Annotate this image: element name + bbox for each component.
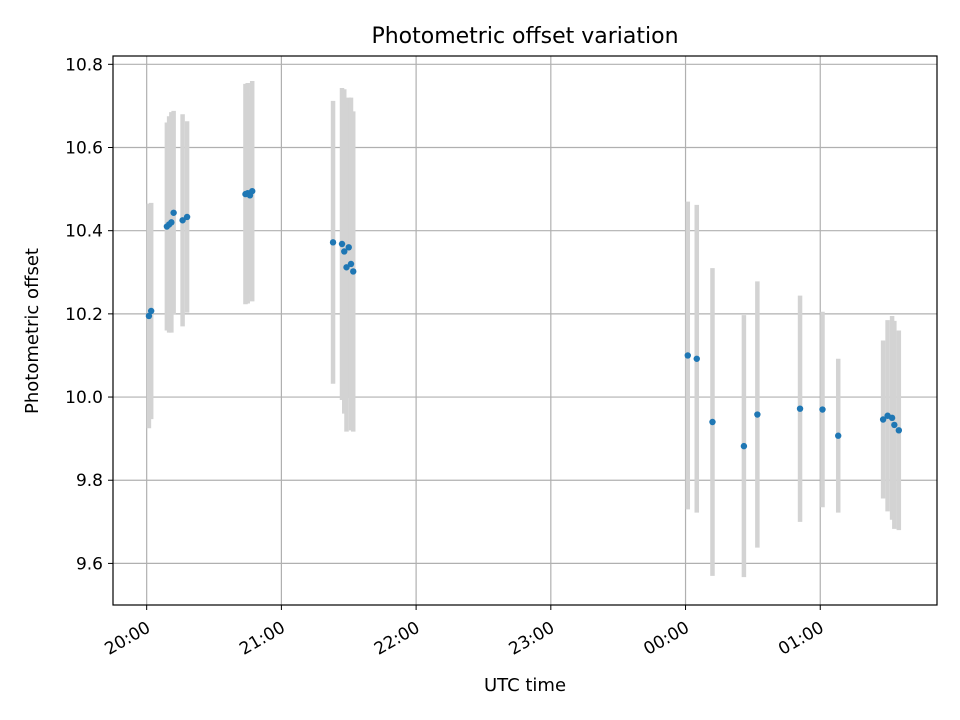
y-tick-label: 10.2 [65, 305, 103, 325]
data-point [343, 264, 350, 271]
data-point [684, 352, 691, 359]
y-tick-label: 9.6 [76, 554, 103, 574]
data-point [891, 421, 898, 429]
data-point [754, 411, 761, 418]
y-tick-label: 9.8 [76, 471, 103, 491]
chart-title: Photometric offset variation [371, 24, 678, 49]
data-point [168, 219, 175, 226]
data-point [835, 432, 842, 439]
y-tick-label: 10.4 [65, 222, 103, 242]
y-tick-label: 10.0 [65, 388, 103, 408]
y-axis-label: Photometric offset [22, 248, 43, 414]
data-point [249, 187, 256, 195]
data-point [740, 442, 748, 450]
data-point [888, 414, 896, 422]
data-point [693, 355, 700, 362]
plot-frame [112, 55, 938, 606]
data-point [147, 307, 155, 315]
y-axis-ticks: 9.6 9.8 10.0 10.2 10.4 10.6 10.8 [65, 55, 113, 574]
data-point [819, 406, 826, 413]
data-points [145, 187, 903, 450]
data-point [345, 244, 352, 251]
data-point [179, 217, 186, 224]
data-point [183, 213, 191, 221]
data-point [879, 416, 887, 423]
y-tick-label: 10.6 [65, 139, 103, 159]
data-point [895, 427, 903, 434]
data-point [338, 240, 346, 248]
data-point [347, 260, 355, 268]
data-point [341, 248, 348, 255]
data-point [350, 268, 357, 275]
data-point [170, 209, 177, 216]
x-axis-label: UTC time [484, 675, 566, 696]
data-point [329, 239, 337, 246]
data-point [145, 312, 153, 320]
data-point [709, 418, 716, 426]
y-tick-label: 10.8 [65, 55, 103, 75]
data-point [796, 405, 804, 412]
